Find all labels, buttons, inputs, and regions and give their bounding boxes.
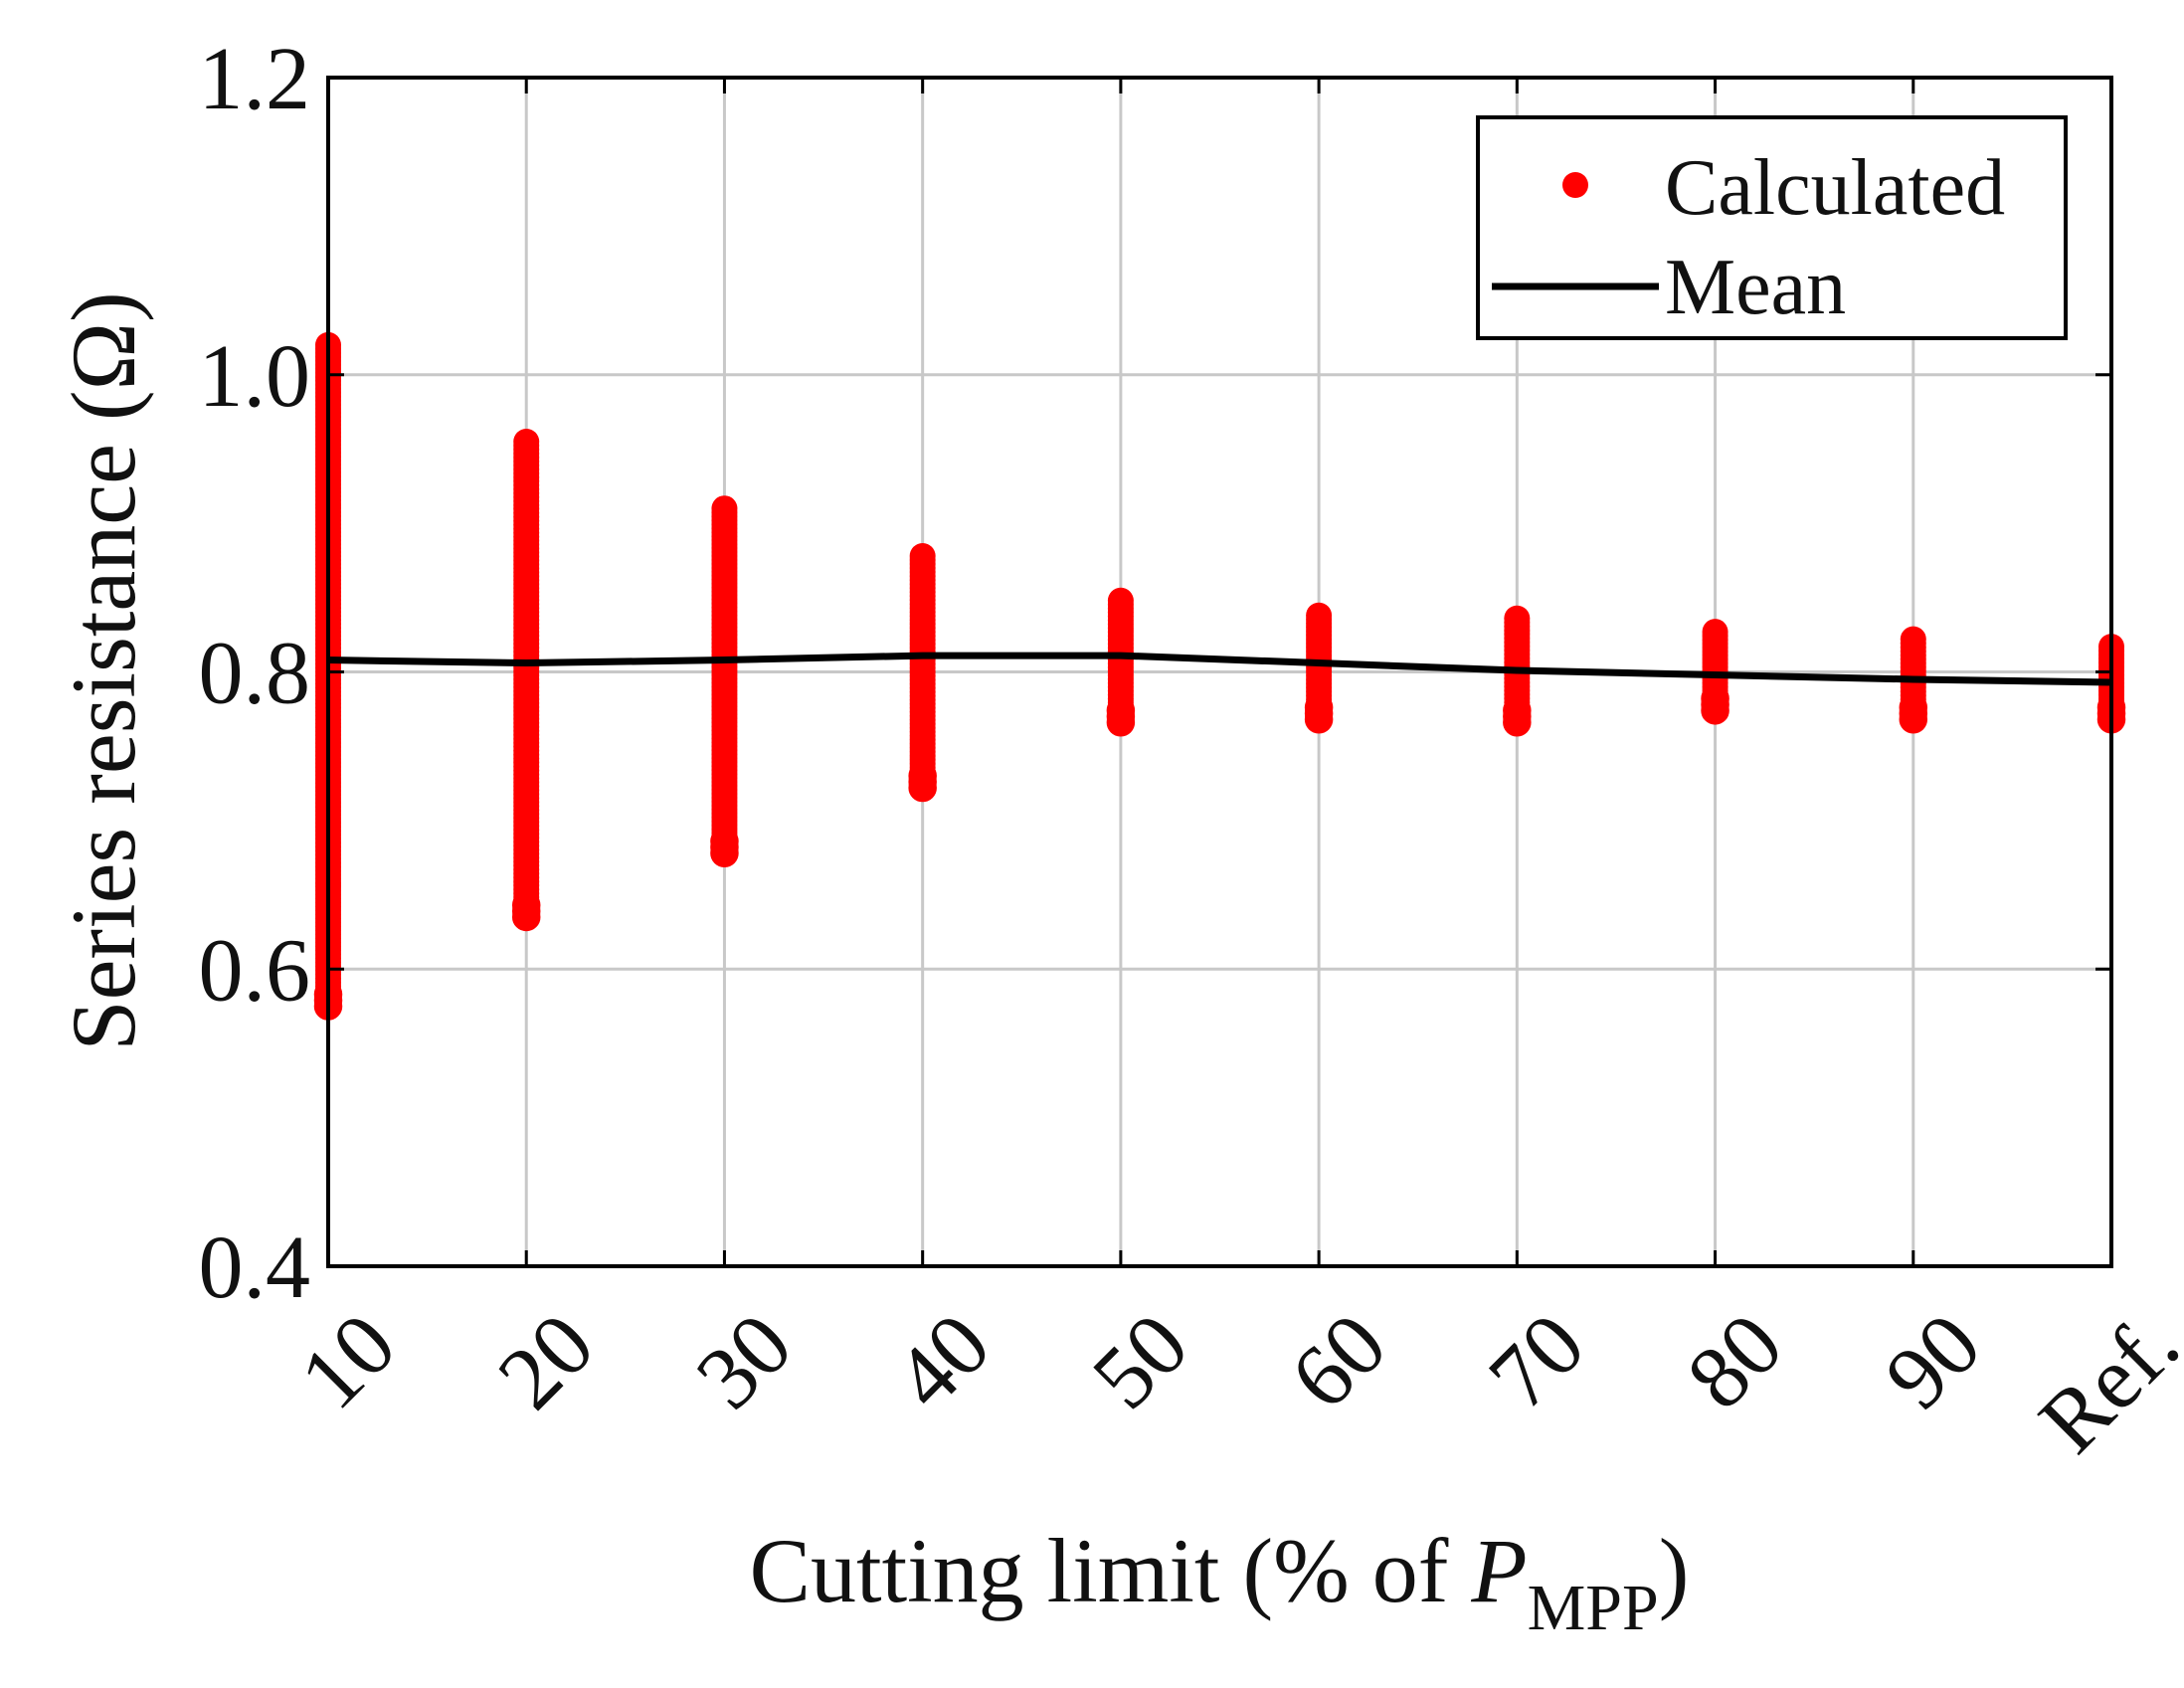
calculated-point-outline bbox=[1503, 702, 1532, 731]
calculated-point-outline bbox=[1304, 705, 1334, 734]
calculated-point-outline bbox=[1701, 690, 1729, 719]
legend: Calculated Mean bbox=[1476, 115, 2068, 340]
calculated-point-outline bbox=[908, 767, 937, 797]
calculated-point-outline bbox=[511, 896, 541, 926]
x-tick-label: 70 bbox=[1471, 1295, 1604, 1428]
legend-calculated-marker bbox=[1562, 172, 1588, 198]
x-tick-label: Ref. bbox=[2021, 1295, 2184, 1472]
calculated-point-outline bbox=[1899, 705, 1928, 734]
y-tick-label: 0.4 bbox=[199, 1219, 311, 1317]
x-tick-label: 60 bbox=[1272, 1295, 1405, 1428]
axis-ticks bbox=[326, 76, 2113, 1268]
x-tick-labels: 10 20 30 40 50 60 70 80 90 Ref. bbox=[281, 1295, 2184, 1472]
x-axis-label-suffix: ) bbox=[1659, 1520, 1690, 1621]
x-tick-label: 20 bbox=[479, 1295, 613, 1428]
y-tick-label: 0.6 bbox=[199, 921, 311, 1020]
y-axis-label: Series resistance (Ω) bbox=[53, 291, 154, 1050]
calculated-point-outline bbox=[908, 773, 937, 803]
calculated-point-outline bbox=[908, 761, 937, 791]
calculated-point-outline bbox=[1503, 708, 1532, 737]
calculated-point-outline bbox=[1304, 693, 1334, 722]
calculated-point-outline bbox=[1701, 684, 1729, 713]
x-tick-label: 90 bbox=[1867, 1295, 2000, 1428]
calculated-point-outline bbox=[1899, 699, 1928, 728]
y-tick-labels: 0.4 0.6 0.8 1.0 1.2 bbox=[199, 30, 311, 1317]
x-tick-label: 30 bbox=[678, 1295, 812, 1428]
legend-box bbox=[1476, 115, 2068, 340]
calculated-point-outline bbox=[1106, 708, 1136, 737]
calculated-point-outline bbox=[1503, 696, 1532, 725]
y-tick-label: 0.8 bbox=[199, 625, 311, 723]
x-axis-label: Cutting limit (% of PMPP) bbox=[750, 1520, 1690, 1644]
x-tick-label: 40 bbox=[876, 1295, 1009, 1428]
calculated-point-outline bbox=[1899, 693, 1928, 722]
legend-mean-label: Mean bbox=[1665, 244, 1846, 331]
calculated-point-outline bbox=[710, 827, 739, 855]
calculated-point-outline bbox=[710, 839, 739, 867]
calculated-point-outline bbox=[1106, 702, 1136, 731]
x-axis-label-subscript: MPP bbox=[1528, 1572, 1659, 1644]
y-tick-label: 1.0 bbox=[199, 327, 311, 426]
mean-series bbox=[327, 652, 2112, 686]
x-tick-label: 80 bbox=[1669, 1295, 1802, 1428]
x-axis-label-prefix: Cutting limit (% of bbox=[750, 1520, 1472, 1621]
calculated-point-outline bbox=[1106, 696, 1136, 725]
legend-calculated-label: Calculated bbox=[1665, 144, 2005, 232]
calculated-point-outline bbox=[710, 833, 739, 861]
mean-line bbox=[327, 652, 2112, 686]
calculated-point-outline bbox=[1304, 699, 1334, 728]
x-axis-label-symbol: P bbox=[1470, 1520, 1527, 1621]
calculated-point-outline bbox=[511, 890, 541, 920]
calculated-point-outline bbox=[511, 902, 541, 932]
y-tick-label: 1.2 bbox=[199, 30, 311, 128]
x-tick-label: 50 bbox=[1074, 1295, 1207, 1428]
calculated-point-outline bbox=[1701, 696, 1729, 725]
